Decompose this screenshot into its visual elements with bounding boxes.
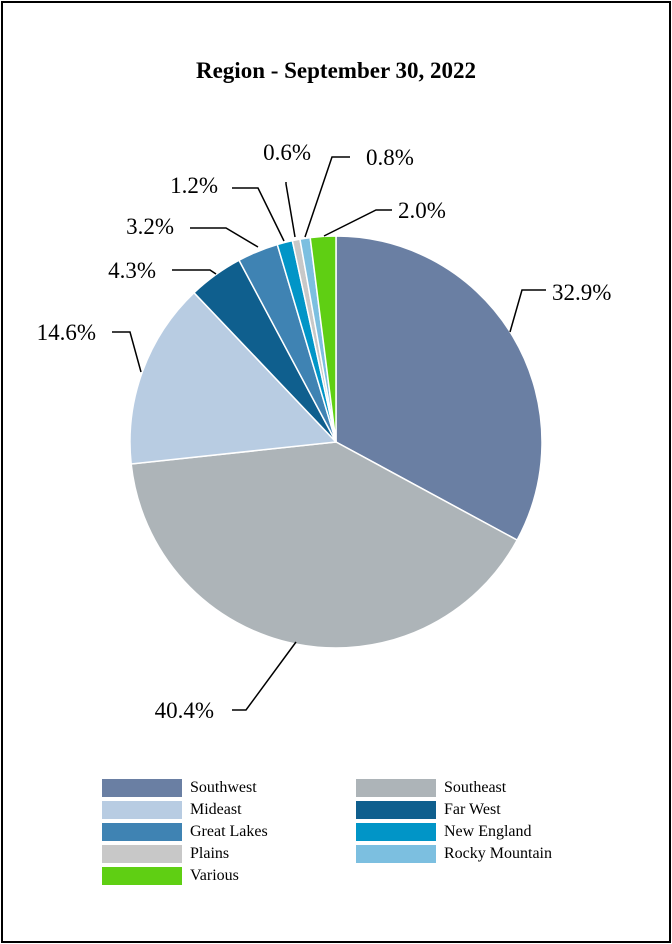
pie-slice-mideast <box>129 291 338 465</box>
data-label: 2.0% <box>398 198 446 223</box>
data-label: 0.8% <box>366 145 414 170</box>
data-label: 3.2% <box>126 214 174 239</box>
chart-title: Region - September 30, 2022 <box>195 58 477 83</box>
leader-line <box>509 289 546 333</box>
leader-line <box>190 227 259 248</box>
data-label: 0.6% <box>263 140 311 165</box>
data-label: 40.4% <box>155 698 214 723</box>
pie-slice-southeast <box>130 441 519 649</box>
leader-line <box>172 269 217 275</box>
leader-line <box>232 187 285 242</box>
pie-slice-southwest <box>335 235 543 542</box>
data-label: 32.9% <box>552 280 611 305</box>
leader-line <box>285 182 296 238</box>
leader-line <box>304 156 350 238</box>
leader-line <box>323 209 392 237</box>
leader-line <box>112 331 142 373</box>
data-label: 14.6% <box>37 320 96 345</box>
pie-slice-various <box>309 235 337 443</box>
data-label: 4.3% <box>108 258 156 283</box>
data-label: 1.2% <box>170 173 218 198</box>
leader-line <box>232 641 297 711</box>
